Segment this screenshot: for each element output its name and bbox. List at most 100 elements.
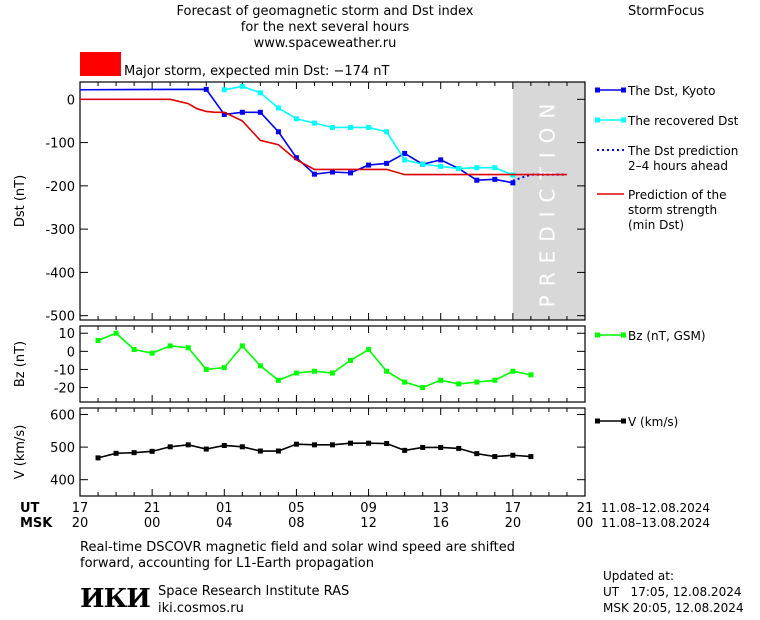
footer-note-line-1: Real-time DSCOVR magnetic field and sola… (80, 540, 516, 555)
legend-label-storm-prediction: storm strength (628, 203, 717, 217)
data-point-bz (149, 350, 155, 356)
data-point-dst_recovered (492, 165, 498, 171)
data-point-dst_recovered (402, 157, 408, 163)
updated-ut: UT 17:05, 12.08.2024 (603, 585, 742, 599)
data-point-bz (113, 330, 119, 336)
y-tick-label: -100 (45, 137, 75, 152)
data-point-bz (510, 368, 516, 374)
data-point-dst_kyoto (239, 109, 245, 115)
title-line-2: for the next several hours (240, 20, 410, 35)
data-point-dst_recovered (311, 120, 317, 126)
msk-tick-label: 20 (505, 516, 522, 531)
data-point-v (366, 440, 372, 446)
institute-site[interactable]: iki.cosmos.ru (158, 601, 244, 616)
y-tick-label: 500 (50, 441, 75, 456)
data-point-bz (330, 370, 335, 376)
institute-name: Space Research Institute RAS (158, 584, 350, 599)
data-point-v (131, 450, 137, 456)
series-line-bz (97, 332, 532, 389)
dst-panel: PREDICTION 0 -100 -200 -300 -400 -500 Dst (nT) (13, 81, 586, 325)
data-point-v (456, 445, 462, 451)
data-point-bz (420, 385, 426, 391)
data-point-v (203, 446, 209, 452)
title-line-3[interactable]: www.spaceweather.ru (253, 36, 397, 51)
updated-label: Updated at: (603, 569, 674, 583)
iki-logo: ИКИ (80, 584, 151, 614)
legend-marker (595, 418, 600, 424)
data-point-v (438, 444, 444, 450)
msk-tick-label: 08 (288, 516, 305, 531)
brand-label: StormFocus (628, 4, 705, 19)
legend-marker (621, 332, 626, 338)
legend-marker (595, 87, 600, 93)
y-tick-label: -10 (54, 363, 75, 378)
msk-date-range: 11.08–13.08.2024 (601, 516, 710, 530)
y-tick-label: -300 (45, 223, 75, 238)
y-tick-label: -500 (45, 310, 75, 325)
data-point-dst_kyoto (275, 129, 281, 135)
updated-msk: MSK 20:05, 12.08.2024 (603, 601, 744, 615)
msk-tick-label: 16 (432, 516, 449, 531)
data-point-bz (474, 379, 480, 385)
y-tick-label: -400 (45, 266, 75, 281)
data-point-bz (167, 343, 173, 349)
legend-marker (595, 117, 600, 123)
data-point-v (330, 442, 335, 448)
footer-note: Real-time DSCOVR magnetic field and sola… (80, 540, 515, 572)
series-line-dst_recovered (224, 85, 514, 176)
data-point-v (420, 444, 426, 450)
data-point-dst_recovered (348, 124, 354, 130)
legend-marker (595, 332, 600, 338)
data-point-dst_recovered (438, 163, 444, 169)
data-point-bz (492, 377, 498, 383)
data-point-dst_recovered (384, 129, 390, 135)
data-point-dst_recovered (221, 87, 227, 93)
data-point-dst_kyoto (330, 169, 335, 175)
data-point-v (311, 442, 317, 448)
data-point-v (275, 448, 281, 454)
footer-note-line-2: forward, accounting for L1-Earth propaga… (80, 556, 374, 571)
bz-y-axis-label: Bz (nT) (13, 341, 28, 387)
data-point-bz (275, 377, 281, 383)
prediction-band (512, 82, 585, 320)
ut-tick-label: 21 (577, 501, 594, 516)
ut-tick-label: 09 (360, 501, 377, 516)
data-point-bz (203, 366, 209, 372)
prediction-band-label: PREDICTION (535, 95, 559, 308)
y-tick-label: 0 (67, 93, 75, 108)
data-point-v (167, 444, 173, 450)
data-point-dst_recovered (366, 124, 372, 130)
data-point-dst_kyoto (221, 111, 227, 117)
data-point-v (510, 452, 516, 458)
bz-frame (79, 325, 586, 403)
msk-tick-label: 04 (216, 516, 233, 531)
legend-label-storm-prediction: (min Dst) (628, 218, 684, 232)
data-point-dst_recovered (420, 161, 426, 167)
ut-tick-label: 21 (144, 501, 161, 516)
data-point-bz (456, 381, 462, 387)
data-point-dst_kyoto (402, 150, 408, 156)
page-title: Forecast of geomagnetic storm and Dst in… (110, 4, 540, 52)
data-point-v (402, 447, 408, 453)
updated-info: Updated at: UT 17:05, 12.08.2024 MSK 20:… (603, 568, 744, 616)
data-point-bz (366, 347, 372, 353)
data-point-v (384, 441, 390, 447)
data-point-v (239, 444, 245, 450)
data-point-bz (185, 345, 191, 351)
msk-tick-label: 20 (72, 516, 89, 531)
data-point-v (528, 454, 534, 460)
data-point-v (221, 442, 227, 448)
ut-tick-label: 17 (505, 501, 522, 516)
data-point-bz (348, 357, 354, 363)
title-line-1: Forecast of geomagnetic storm and Dst in… (176, 4, 474, 19)
data-point-bz (402, 379, 408, 385)
data-point-dst_recovered (456, 166, 462, 172)
data-point-dst_kyoto (348, 170, 354, 176)
msk-axis-label: MSK (20, 516, 53, 531)
data-point-v (474, 451, 480, 457)
data-point-bz (438, 377, 444, 383)
data-point-dst_kyoto (510, 180, 516, 186)
y-tick-label: -200 (45, 180, 75, 195)
y-tick-label: -20 (54, 382, 75, 397)
data-point-v (95, 455, 101, 461)
